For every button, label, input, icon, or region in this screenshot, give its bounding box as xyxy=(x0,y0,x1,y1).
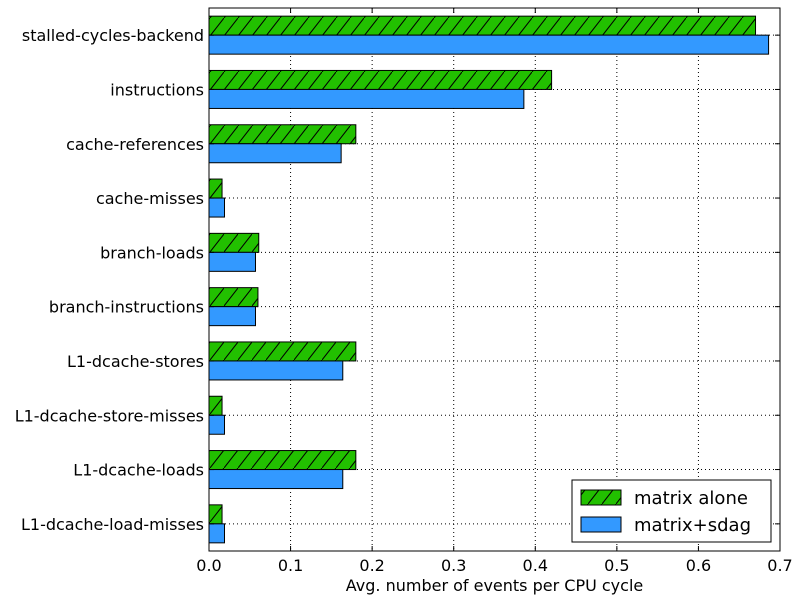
category-label: stalled-cycles-backend xyxy=(22,26,204,45)
bar-matrix-sdag xyxy=(208,197,225,218)
legend-label: matrix alone xyxy=(634,488,748,509)
category-label: branch-instructions xyxy=(49,298,204,317)
legend-label: matrix+sdag xyxy=(634,515,751,536)
bar-matrix-alone xyxy=(208,124,357,145)
bar-matrix-alone xyxy=(208,450,357,471)
x-tick-label: 0.1 xyxy=(278,556,303,575)
bars xyxy=(208,15,770,544)
legend-swatch xyxy=(580,489,622,506)
x-tick-label: 0.7 xyxy=(767,556,792,575)
bar-matrix-sdag xyxy=(208,143,342,164)
bar-matrix-sdag xyxy=(208,251,256,272)
bar-matrix-alone xyxy=(208,15,757,36)
bar-matrix-alone xyxy=(208,178,223,199)
x-tick-label: 0.5 xyxy=(604,556,629,575)
category-label: L1-dcache-stores xyxy=(67,352,204,371)
x-tick-label: 0.2 xyxy=(359,556,384,575)
plot-frame xyxy=(208,7,781,552)
category-label: cache-misses xyxy=(96,189,204,208)
bar-matrix-sdag xyxy=(208,523,225,544)
legend: matrix alone matrix+sdag xyxy=(571,479,772,543)
legend-swatch xyxy=(580,516,622,533)
category-label: instructions xyxy=(110,80,204,99)
bar-matrix-alone xyxy=(208,287,259,308)
x-tick-label: 0.6 xyxy=(686,556,711,575)
bar-matrix-alone xyxy=(208,69,553,90)
bar-matrix-alone xyxy=(208,504,223,525)
category-label: cache-references xyxy=(66,135,204,154)
bar-matrix-sdag xyxy=(208,306,256,327)
bar-matrix-sdag xyxy=(208,469,344,490)
ticks: 0.0 0.1 0.2 0.3 0.4 0.5 0.6 0.7 stalled-cycles-b… xyxy=(15,8,793,575)
bar-matrix-alone xyxy=(208,395,223,416)
x-axis-label: Avg. number of events per CPU cycle xyxy=(346,576,643,595)
bar-matrix-alone xyxy=(208,232,260,253)
x-tick-label: 0.4 xyxy=(523,556,548,575)
bar-matrix-sdag xyxy=(208,88,525,109)
bar-matrix-sdag xyxy=(208,414,225,435)
category-label: L1-dcache-load-misses xyxy=(21,515,204,534)
x-tick-label: 0.3 xyxy=(441,556,466,575)
category-label: branch-loads xyxy=(100,243,204,262)
bar-matrix-sdag xyxy=(208,360,344,381)
x-tick-label: 0.0 xyxy=(196,556,221,575)
category-label: L1-dcache-loads xyxy=(73,461,204,480)
bar-matrix-alone xyxy=(208,341,357,362)
category-label: L1-dcache-store-misses xyxy=(15,406,204,425)
bar-matrix-sdag xyxy=(208,34,770,55)
